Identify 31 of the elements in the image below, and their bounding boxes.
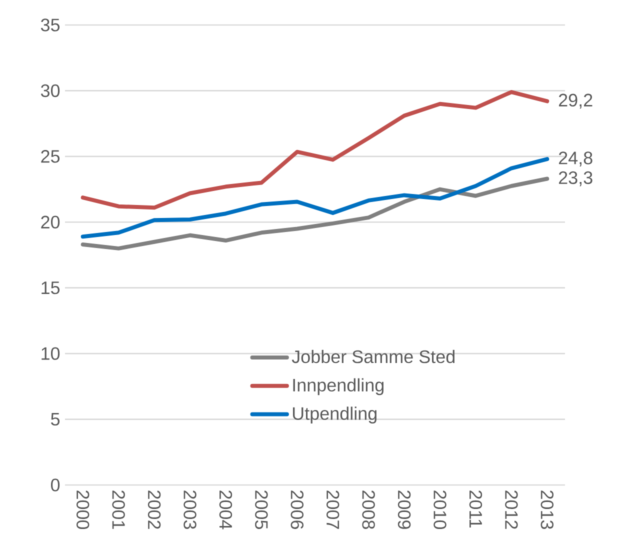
- x-tick-label: 2010: [434, 490, 446, 530]
- y-tick-label: 15: [42, 282, 60, 294]
- y-tick-label: 35: [40, 18, 60, 32]
- y-tick-label: 20: [41, 216, 60, 228]
- x-tick-label: 2007: [326, 490, 340, 529]
- y-tick-label: 25: [41, 150, 60, 163]
- x-tick-label: 2001: [112, 490, 125, 529]
- y-tick-label: 10: [42, 347, 60, 360]
- y-tick-label: 5: [50, 413, 60, 426]
- data-label: 23,3: [558, 171, 592, 186]
- line-series: [80, 157, 550, 239]
- x-tick-label: 2002: [148, 490, 161, 529]
- x-tick-label: 2009: [398, 490, 411, 529]
- y-tick-label: 0: [50, 478, 60, 492]
- x-tick-label: 2013: [540, 490, 554, 529]
- x-tick-label: 2005: [255, 490, 268, 529]
- line-series: [80, 176, 550, 250]
- data-label: 24,8: [558, 152, 592, 166]
- x-tick-label: 2011: [469, 490, 482, 528]
- legend-label: Innpendling: [293, 378, 384, 396]
- legend-label: Jobber Samme Sted: [292, 350, 454, 364]
- x-tick-label: 2004: [219, 490, 232, 530]
- y-tick-label: 30: [40, 84, 60, 98]
- data-label: 29,2: [558, 94, 592, 109]
- line-series: [80, 90, 550, 210]
- x-tick-label: 2003: [184, 490, 196, 529]
- legend-label: Utpendling: [292, 406, 376, 424]
- x-tick-label: 2012: [505, 490, 518, 529]
- x-tick-label: 2008: [362, 490, 375, 529]
- x-tick-label: 2000: [76, 490, 90, 530]
- x-tick-label: 2006: [290, 490, 304, 529]
